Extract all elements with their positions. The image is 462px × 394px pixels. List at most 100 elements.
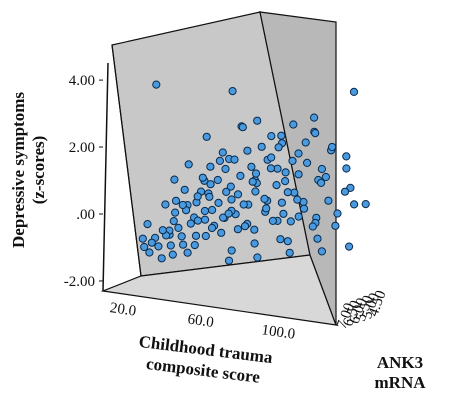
- data-point: [328, 142, 337, 152]
- data-point: [177, 232, 186, 241]
- data-point: [324, 196, 333, 205]
- data-point: [293, 195, 302, 204]
- data-point: [138, 234, 147, 243]
- data-point: [251, 169, 261, 178]
- data-point: [274, 143, 283, 152]
- data-point: [180, 185, 189, 194]
- data-point: [200, 206, 209, 216]
- data-point: [260, 194, 269, 203]
- data-point: [281, 168, 290, 177]
- data-point: [349, 87, 359, 97]
- y-axis-title: ANK3 mRNA: [375, 353, 427, 392]
- z-tick-label: .00: [76, 207, 95, 223]
- z-axis-title-line: (z-scores): [29, 136, 48, 205]
- z-axis-line: [102, 62, 109, 292]
- data-point: [213, 175, 222, 185]
- data-point: [170, 175, 179, 184]
- data-point: [169, 217, 178, 226]
- data-point: [161, 200, 170, 209]
- data-point: [154, 242, 163, 251]
- data-point: [333, 209, 342, 218]
- z-axis-title-line: Depressive symptoms: [9, 92, 28, 248]
- x-tick-label: 60.0: [187, 311, 215, 330]
- data-point: [236, 171, 245, 180]
- data-point: [171, 196, 181, 205]
- data-point: [227, 195, 236, 204]
- data-point: [140, 242, 149, 252]
- data-point: [350, 200, 359, 209]
- data-point: [268, 216, 277, 225]
- data-point: [303, 158, 312, 167]
- x-axis-title: Childhood traumacomposite score: [135, 332, 274, 388]
- data-point: [202, 132, 211, 141]
- data-point: [308, 222, 317, 231]
- data-point: [174, 223, 183, 232]
- data-point: [250, 225, 259, 234]
- data-point: [227, 246, 236, 255]
- data-point: [262, 204, 271, 213]
- data-point: [294, 170, 303, 179]
- data-point: [186, 219, 195, 228]
- data-point: [207, 223, 217, 233]
- data-point: [294, 149, 303, 158]
- z-tick-label: 2.00: [69, 140, 95, 156]
- z-tick-label: 4.00: [69, 73, 95, 89]
- data-point: [257, 142, 266, 151]
- data-point: [218, 148, 227, 157]
- data-point: [206, 180, 215, 189]
- data-point: [288, 156, 297, 165]
- data-point: [277, 131, 286, 140]
- data-point: [283, 188, 292, 197]
- data-point: [233, 190, 243, 199]
- data-point: [166, 241, 175, 250]
- data-point: [279, 209, 288, 218]
- data-point: [342, 164, 351, 173]
- data-point: [200, 215, 210, 224]
- data-point: [145, 248, 154, 257]
- data-point: [281, 177, 290, 186]
- data-point: [321, 172, 330, 182]
- chart-frame: [99, 11, 337, 326]
- y-axis-title-line: mRNA: [375, 373, 427, 392]
- data-point: [289, 120, 298, 129]
- data-point: [226, 182, 235, 191]
- data-point: [158, 226, 167, 235]
- data-point: [294, 212, 303, 221]
- data-point: [214, 198, 223, 207]
- data-point: [266, 164, 275, 173]
- data-point: [253, 116, 262, 125]
- data-point: [238, 123, 247, 132]
- x-tick-label: 100.0: [260, 322, 296, 343]
- data-point: [193, 216, 202, 225]
- data-point: [224, 209, 233, 218]
- data-point: [340, 187, 350, 196]
- data-point: [331, 221, 340, 230]
- data-point: [191, 231, 201, 240]
- data-point: [311, 129, 320, 138]
- data-point: [219, 213, 228, 222]
- data-point: [247, 162, 256, 171]
- data-point: [171, 208, 180, 217]
- data-point: [345, 242, 354, 251]
- data-point: [317, 247, 326, 256]
- y-axis-title-line: ANK3: [377, 353, 423, 372]
- data-point: [224, 256, 234, 265]
- data-point: [184, 160, 193, 169]
- data-point: [239, 200, 248, 209]
- x-tick-label: 20.0: [109, 300, 137, 319]
- data-point: [201, 231, 210, 241]
- data-point: [240, 222, 250, 231]
- data-point: [243, 146, 252, 155]
- data-point: [190, 241, 199, 250]
- data-point: [346, 183, 355, 192]
- data-point: [301, 138, 310, 147]
- data-point: [222, 187, 231, 196]
- data-point: [168, 250, 177, 259]
- data-point: [193, 192, 202, 201]
- data-point: [228, 87, 237, 96]
- data-point: [250, 239, 259, 248]
- data-point: [251, 187, 260, 196]
- data-point: [230, 155, 239, 164]
